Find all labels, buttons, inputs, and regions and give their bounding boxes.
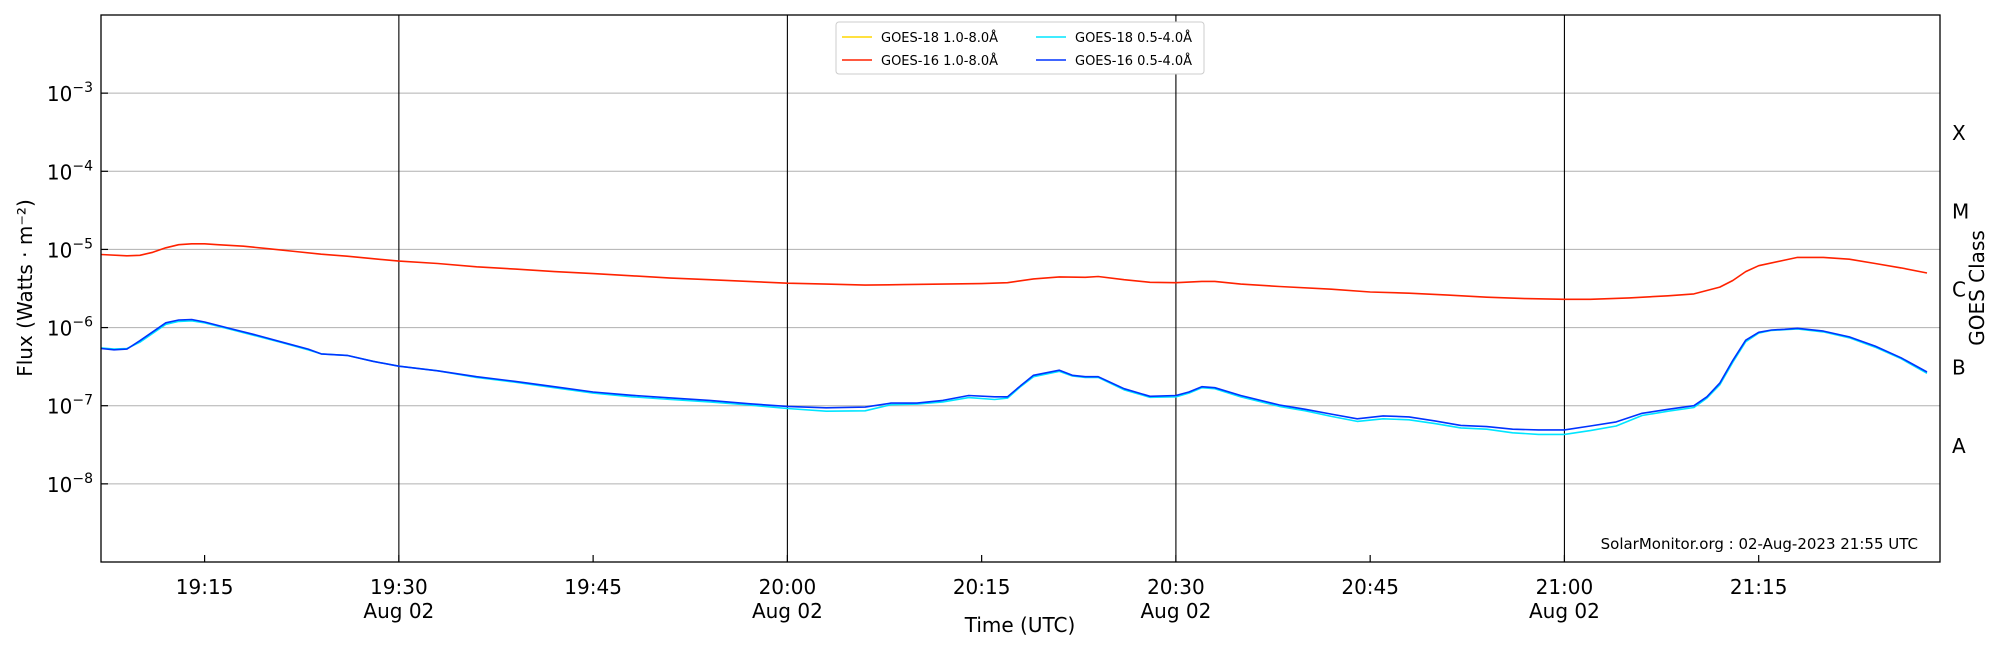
x-tick-label: 20:15 <box>953 575 1011 599</box>
goes-class-label: X <box>1952 121 1966 145</box>
x-tick-label: 20:30 <box>1147 575 1205 599</box>
series-line <box>100 318 1928 431</box>
goes-class-label: A <box>1952 434 1966 458</box>
x-tick-label: 21:15 <box>1730 575 1788 599</box>
y-tick-label: 10−4 <box>47 158 93 184</box>
y-tick-label: 10−6 <box>47 315 93 341</box>
x-tick-label: 19:15 <box>176 575 234 599</box>
x-tick-label: 21:00 <box>1536 575 1594 599</box>
x-tick-date-label: Aug 02 <box>1140 599 1211 623</box>
legend-label-goes18-long: GOES-18 1.0-8.0Å <box>881 30 998 46</box>
y-axis-title: Flux (Watts · m⁻²) <box>13 199 37 377</box>
goes-class-label: C <box>1952 278 1966 302</box>
goes-class-label: M <box>1952 199 1969 223</box>
x-axis-title: Time (UTC) <box>964 613 1076 637</box>
x-tick-date-label: Aug 02 <box>752 599 823 623</box>
grid-lines <box>101 92 1940 485</box>
credit-text: SolarMonitor.org : 02-Aug-2023 21:55 UTC <box>1601 535 1918 553</box>
x-tick-date-label: Aug 02 <box>1529 599 1600 623</box>
legend-label-goes18-short: GOES-18 0.5-4.0Å <box>1075 30 1192 46</box>
y-tick-label: 10−7 <box>47 393 93 419</box>
x-tick-label: 20:45 <box>1341 575 1399 599</box>
goes-class-labels: X M C B A <box>1952 121 1969 458</box>
legend-label-goes16-long: GOES-16 1.0-8.0Å <box>881 53 998 69</box>
plot-frame <box>100 14 1941 563</box>
y-tick-label: 10−3 <box>47 80 93 106</box>
legend-box <box>835 21 1205 75</box>
y-axis-right-title: GOES Class <box>1965 230 1989 346</box>
y-tick-label: 10−5 <box>47 236 93 262</box>
legend: GOES-18 1.0-8.0Å GOES-16 1.0-8.0Å GOES-1… <box>835 21 1205 75</box>
series-lines <box>100 243 1928 436</box>
x-tick-label: 20:00 <box>759 575 817 599</box>
series-line <box>100 243 1928 301</box>
x-tick-label: 19:45 <box>564 575 622 599</box>
y-tick-label: 10−8 <box>47 471 93 497</box>
y-axis-ticks: 10−3 10−4 10−5 10−6 10−7 10−8 <box>47 80 108 497</box>
legend-label-goes16-short: GOES-16 0.5-4.0Å <box>1075 53 1192 69</box>
day-boundary-lines <box>398 15 1565 562</box>
goes-class-label: B <box>1952 356 1966 380</box>
x-tick-label: 19:30 <box>370 575 428 599</box>
x-tick-date-label: Aug 02 <box>363 599 434 623</box>
